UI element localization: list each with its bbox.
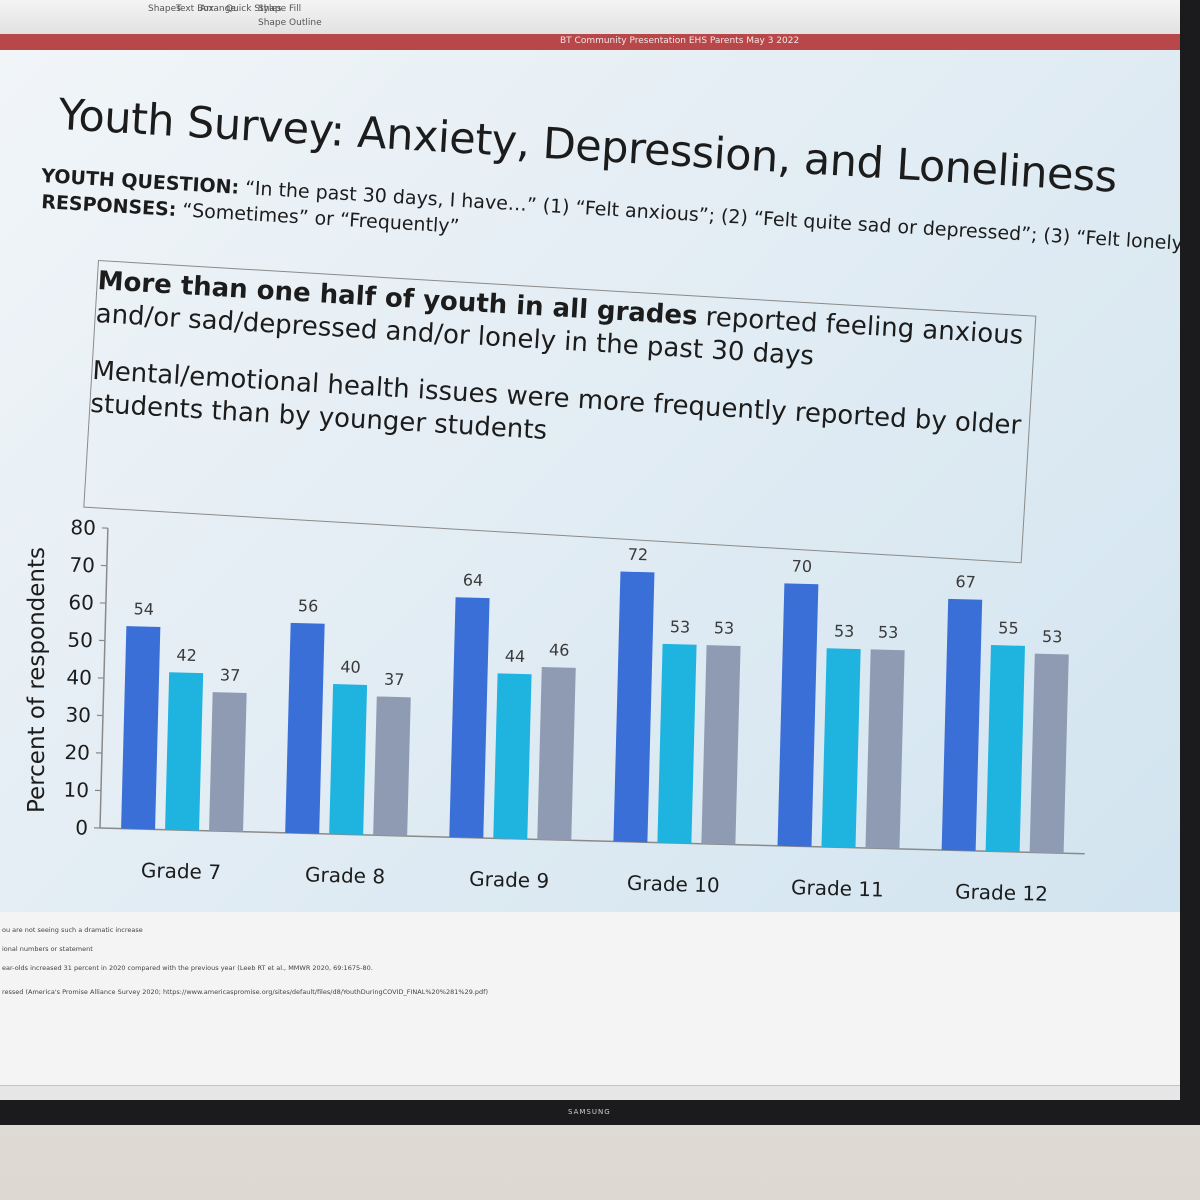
data-label: 37: [220, 665, 241, 685]
data-label: 67: [955, 572, 976, 592]
bar-loneliness: [537, 667, 576, 841]
y-tick-label: 70: [69, 553, 95, 578]
bar-depression: [821, 648, 861, 848]
bar-loneliness: [1029, 653, 1069, 854]
chart-axes: 0 10 20 30 40 50 60 70 80: [63, 515, 1085, 855]
y-tick-label: 20: [64, 740, 90, 765]
ribbon-arrange-button[interactable]: Arrange: [200, 4, 236, 14]
tv-brand-logo: SAMSUNG: [568, 1108, 611, 1116]
notes-line-3: ear-olds increased 31 percent in 2020 co…: [2, 964, 373, 972]
data-label: 37: [384, 670, 405, 690]
x-category-label: Grade 10: [627, 871, 720, 897]
data-label: 64: [463, 570, 484, 590]
bar-anxiety: [285, 622, 325, 834]
data-label: 53: [878, 623, 899, 643]
x-category-label: Grade 9: [469, 867, 550, 893]
bar-loneliness: [209, 692, 247, 832]
tv-bezel: Shapes Text Box Arrange Quick Styles Sha…: [0, 0, 1200, 1125]
status-bar: [0, 1085, 1180, 1100]
bar-anxiety: [941, 598, 983, 851]
bar-anxiety: [449, 597, 490, 839]
data-label: 70: [791, 557, 812, 577]
grade-bar-chart: 0 10 20 30 40 50 60 70 80 54 42 37 Grade 7 56 40 37 Gra…: [24, 515, 1085, 906]
window-titlebar: BT Community Presentation EHS Parents Ma…: [0, 34, 1180, 50]
tv-screen: Shapes Text Box Arrange Quick Styles Sha…: [0, 0, 1180, 1100]
window-title: BT Community Presentation EHS Parents Ma…: [560, 36, 800, 46]
y-axis-title: Percent of respondents: [24, 547, 50, 813]
data-label: 54: [133, 599, 154, 619]
data-label: 53: [1042, 627, 1063, 647]
x-axis-line: [99, 827, 1085, 855]
x-category-label: Grade 7: [141, 858, 222, 884]
y-tick-label: 10: [63, 778, 89, 803]
slide-canvas: Youth Survey: Anxiety, Depression, and L…: [0, 50, 1180, 912]
data-label: 53: [670, 617, 691, 637]
bar-depression: [165, 672, 204, 831]
y-tick-label: 80: [70, 515, 96, 540]
bar-depression: [985, 645, 1026, 853]
notes-line-4: ressed (America's Promise Alliance Surve…: [2, 988, 488, 996]
bar-anxiety: [613, 571, 655, 843]
data-label: 42: [176, 645, 197, 665]
x-category-label: Grade 11: [791, 875, 884, 901]
data-label: 46: [549, 640, 570, 660]
data-label: 56: [298, 596, 319, 616]
bar-anxiety: [121, 626, 161, 830]
ribbon-shapes-button[interactable]: Shapes: [148, 4, 181, 14]
notes-line-2: ional numbers or statement: [2, 945, 93, 953]
data-label: 72: [628, 545, 649, 565]
ribbon-textbox-button[interactable]: Text Box: [176, 4, 214, 14]
y-tick-label: 60: [68, 590, 94, 615]
bar-depression: [493, 673, 532, 840]
bar-loneliness: [373, 696, 411, 837]
y-tick-label: 40: [66, 665, 92, 690]
data-label: 40: [340, 657, 361, 677]
notes-line-1: ou are not seeing such a dramatic increa…: [2, 926, 143, 934]
data-label: 53: [714, 618, 735, 638]
bar-anxiety: [777, 583, 819, 847]
data-label: 55: [998, 618, 1019, 638]
bar-depression: [657, 643, 697, 844]
y-tick-label: 30: [65, 703, 91, 728]
data-label: 53: [834, 621, 855, 641]
bar-loneliness: [865, 649, 905, 849]
bar-loneliness: [701, 645, 741, 845]
ribbon-shape-outline-button[interactable]: Shape Outline: [258, 18, 322, 28]
x-category-label: Grade 12: [955, 879, 1048, 905]
chart-bars: [121, 571, 1069, 854]
speaker-notes-pane[interactable]: ou are not seeing such a dramatic increa…: [0, 912, 1180, 1100]
ribbon-quick-styles-button[interactable]: Quick Styles: [226, 4, 282, 14]
chart-labels: 54 42 37 Grade 7 56 40 37 Grade 8 64 44 46 Grade 9 7…: [133, 545, 1063, 906]
data-label: 44: [505, 647, 526, 667]
y-tick-label: 0: [75, 815, 88, 839]
x-category-label: Grade 8: [305, 862, 386, 888]
y-tick-label: 50: [67, 628, 93, 653]
powerpoint-ribbon: Shapes Text Box Arrange Quick Styles Sha…: [0, 0, 1180, 35]
bar-depression: [329, 684, 368, 835]
ribbon-shape-fill-button[interactable]: Shape Fill: [258, 4, 302, 14]
